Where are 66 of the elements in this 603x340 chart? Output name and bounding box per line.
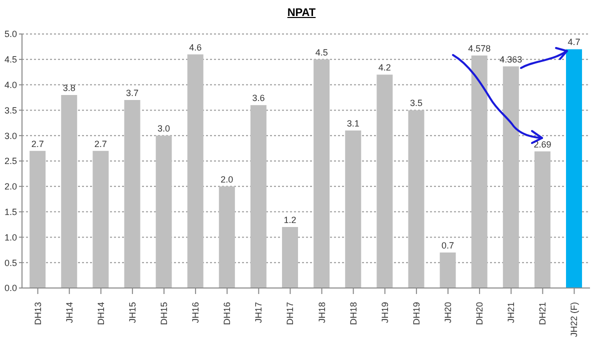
bar: [502, 66, 519, 288]
data-label: 1.2: [284, 215, 296, 226]
bar: [408, 110, 424, 288]
bar: [61, 94, 78, 288]
x-tick-label: JH22 (F): [569, 302, 580, 338]
y-tick-label: 0.0: [4, 283, 17, 294]
bar: [314, 59, 330, 288]
bar: [30, 150, 46, 288]
bar: [345, 130, 362, 288]
bar: [156, 136, 172, 288]
data-label: 3.0: [158, 124, 170, 134]
data-label: 4.5: [315, 47, 328, 58]
data-label: 4.7: [568, 37, 580, 48]
x-tick-label: DH20: [474, 302, 485, 326]
bar: [471, 55, 488, 288]
data-label: 3.5: [410, 98, 422, 108]
data-label: 3.7: [126, 88, 138, 98]
y-tick-label: 5.0: [4, 29, 17, 40]
y-tick-label: 1.5: [4, 206, 17, 217]
bar: [534, 151, 550, 288]
bar: [282, 227, 298, 288]
x-tick-label: DH15: [159, 302, 169, 326]
x-tick-label: JH17: [254, 302, 264, 324]
bar: [187, 54, 204, 288]
x-tick-label: DH19: [411, 302, 422, 326]
x-tick-label: DH21: [538, 302, 548, 326]
y-tick-label: 0.5: [4, 258, 17, 268]
data-label: 2.7: [31, 138, 44, 149]
bar: [124, 100, 140, 288]
bar: [376, 74, 393, 288]
data-label: 4.578: [468, 43, 491, 54]
y-tick-label: 4.5: [4, 54, 17, 65]
data-label: 3.6: [252, 93, 265, 104]
x-tick-label: DH18: [348, 302, 358, 326]
bar: [566, 49, 582, 288]
data-label: 2.7: [94, 138, 107, 149]
x-tick-label: JH20: [443, 302, 453, 324]
chart-title: NPAT: [286, 7, 317, 19]
x-tick-label: JH15: [127, 302, 138, 324]
y-tick-label: 3.5: [4, 105, 17, 116]
bar: [92, 150, 109, 288]
x-tick-label: DH16: [222, 302, 232, 326]
data-label: 4.363: [500, 54, 522, 64]
data-label: 0.7: [442, 240, 454, 250]
bar: [440, 252, 456, 288]
data-label: 4.6: [189, 42, 202, 52]
x-tick-label: DH13: [32, 302, 43, 326]
data-label: 3.1: [346, 118, 360, 129]
x-tick-label: JH21: [506, 302, 516, 324]
x-tick-label: DH17: [285, 302, 296, 326]
data-label: 3.8: [62, 82, 76, 93]
y-tick-label: 2.5: [4, 156, 17, 166]
data-label: 2.69: [534, 139, 552, 150]
x-tick-label: JH18: [316, 302, 327, 324]
bar: [218, 186, 235, 288]
x-tick-label: JH14: [64, 302, 74, 324]
data-label: 2.0: [220, 174, 234, 184]
x-tick-label: JH19: [380, 302, 390, 324]
y-tick-label: 2.0: [4, 182, 17, 192]
x-tick-label: JH16: [190, 302, 201, 324]
y-tick-label: 3.0: [4, 130, 17, 141]
data-label: 4.2: [378, 62, 391, 73]
y-tick-label: 1.0: [4, 232, 17, 242]
y-tick-label: 4.0: [4, 80, 17, 90]
x-tick-label: DH14: [96, 302, 106, 326]
bar: [250, 105, 266, 288]
